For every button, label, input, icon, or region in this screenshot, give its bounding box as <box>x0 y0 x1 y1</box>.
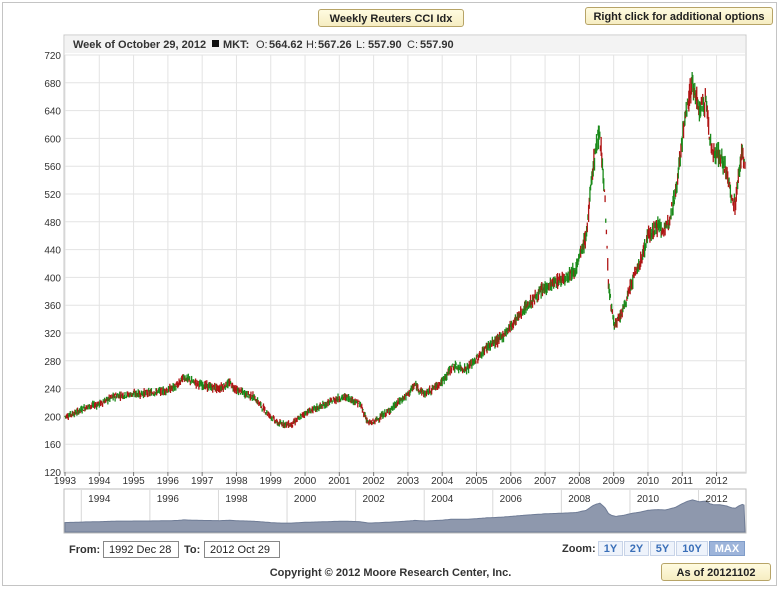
navigator-label: 2002 <box>362 494 385 505</box>
x-tick-label: 2001 <box>328 476 351 487</box>
x-axis: 1993 1994 1995 1996 1997 1998 1999 2000 2001 2002… <box>54 472 728 487</box>
copyright-text: Copyright © 2012 Moore Research Center, … <box>269 567 512 579</box>
price-candles <box>64 72 746 429</box>
y-tick-label: 640 <box>44 107 61 118</box>
y-tick-label: 480 <box>44 218 61 229</box>
x-tick-label: 2007 <box>534 476 557 487</box>
info-close: 557.90 <box>420 39 454 51</box>
y-tick-label: 400 <box>44 273 61 284</box>
x-tick-label: 2009 <box>603 476 626 487</box>
navigator-label: 2000 <box>294 494 317 505</box>
y-tick-label: 600 <box>44 134 61 145</box>
navigator-label: 2010 <box>637 494 660 505</box>
x-tick-label: 1994 <box>88 476 111 487</box>
right-click-options-button[interactable]: Right click for additional options <box>585 7 773 25</box>
x-tick-label: 1998 <box>225 476 248 487</box>
y-tick-label: 120 <box>44 468 61 479</box>
info-low: 557.90 <box>368 39 402 51</box>
from-date-field[interactable]: 1992 Dec 28 <box>103 541 179 558</box>
x-tick-label: 2005 <box>465 476 488 487</box>
info-open-label: O: <box>256 39 268 51</box>
y-tick-label: 360 <box>44 301 61 312</box>
zoom-10y-button[interactable]: 10Y <box>676 541 708 556</box>
x-tick-label: 2010 <box>637 476 660 487</box>
x-tick-label: 1996 <box>157 476 180 487</box>
y-tick-label: 720 <box>44 51 61 62</box>
x-tick-label: 2008 <box>568 476 591 487</box>
x-tick-label: 1999 <box>260 476 283 487</box>
navigator-label: 2006 <box>500 494 523 505</box>
y-tick-label: 160 <box>44 440 61 451</box>
zoom-max-button[interactable]: MAX <box>709 541 745 556</box>
y-tick-label: 520 <box>44 190 61 201</box>
navigator-label: 2004 <box>431 494 454 505</box>
y-tick-label: 240 <box>44 385 61 396</box>
chart-title-button[interactable]: Weekly Reuters CCI Idx <box>318 9 464 27</box>
navigator-label: 1996 <box>157 494 180 505</box>
y-tick-label: 440 <box>44 246 61 257</box>
series-square-icon <box>212 40 219 47</box>
y-tick-label: 200 <box>44 412 61 423</box>
x-tick-label: 2004 <box>431 476 454 487</box>
info-low-label: L: <box>356 39 365 51</box>
zoom-2y-button[interactable]: 2Y <box>624 541 649 556</box>
navigator-labels: 1994 1996 1998 2000 2002 2004 2006 2008 2010 2012 <box>88 494 728 505</box>
from-label: From: <box>69 544 101 556</box>
x-tick-label: 1993 <box>54 476 77 487</box>
zoom-5y-button[interactable]: 5Y <box>650 541 675 556</box>
navigator-label: 2012 <box>705 494 728 505</box>
info-bar <box>65 36 745 53</box>
info-high-label: H: <box>306 39 317 51</box>
y-tick-label: 280 <box>44 357 61 368</box>
navigator-label: 1998 <box>225 494 248 505</box>
navigator-label: 2008 <box>568 494 591 505</box>
navigator-area <box>64 499 746 533</box>
to-date-field[interactable]: 2012 Oct 29 <box>204 541 280 558</box>
x-tick-label: 2012 <box>705 476 728 487</box>
as-of-date: As of 20121102 <box>661 563 771 581</box>
x-tick-label: 1995 <box>122 476 145 487</box>
x-tick-label: 2006 <box>500 476 523 487</box>
plot-area <box>63 34 747 474</box>
x-tick-label: 2002 <box>362 476 385 487</box>
info-series: MKT: <box>223 39 249 51</box>
info-high: 567.26 <box>318 39 352 51</box>
grid <box>64 54 745 473</box>
info-open: 564.62 <box>269 39 303 51</box>
x-tick-label: 2011 <box>671 476 693 487</box>
navigator-label: 1994 <box>88 494 111 505</box>
x-tick-label: 1997 <box>191 476 214 487</box>
x-tick-label: 2003 <box>397 476 420 487</box>
y-tick-label: 320 <box>44 329 61 340</box>
y-axis: 120 160 200 240 280 320 360 400 440 480 520 560 600 6… <box>44 51 61 479</box>
info-week: Week of October 29, 2012 <box>73 39 206 51</box>
x-tick-label: 2000 <box>294 476 317 487</box>
to-label: To: <box>184 544 201 556</box>
zoom-label: Zoom: <box>562 543 596 555</box>
zoom-1y-button[interactable]: 1Y <box>598 541 623 556</box>
y-tick-label: 560 <box>44 162 61 173</box>
info-close-label: C: <box>407 39 418 51</box>
y-tick-label: 680 <box>44 79 61 90</box>
